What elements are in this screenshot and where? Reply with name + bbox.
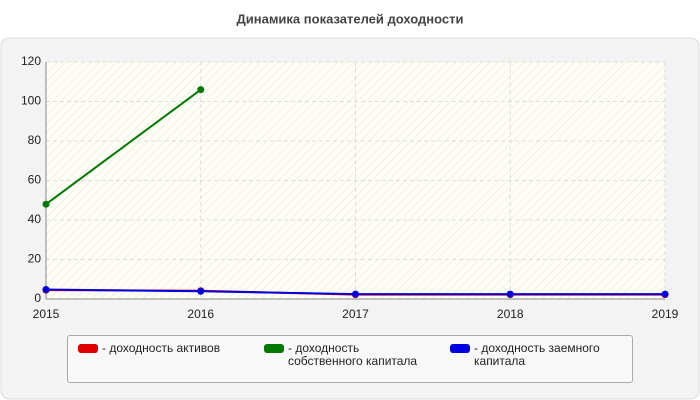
legend-label: - доходность собственного капитала	[288, 341, 418, 368]
legend-item: - доходность собственного капитала	[264, 342, 436, 376]
y-tick-label: 80	[28, 133, 42, 147]
x-tick-label: 2018	[497, 307, 524, 321]
point	[197, 287, 205, 295]
x-tick-label: 2016	[187, 307, 214, 321]
y-tick-label: 60	[28, 173, 42, 187]
point	[42, 200, 50, 208]
legend-label: - доходность активов	[102, 341, 221, 355]
y-tick-label: 100	[21, 94, 41, 108]
y-tick-label: 0	[34, 291, 41, 305]
point	[42, 286, 50, 294]
point	[197, 86, 205, 94]
y-tick-label: 20	[28, 252, 42, 266]
legend: - доходность активов - доходность собстве…	[67, 335, 633, 383]
legend-item: - доходность заемного капитала	[450, 342, 622, 376]
y-tick-label: 120	[21, 54, 41, 68]
series-line	[45, 88, 202, 206]
x-tick-label: 2017	[342, 307, 369, 321]
legend-label: - доходность заемного капитала	[474, 341, 600, 368]
legend-swatch	[78, 344, 98, 353]
point	[506, 290, 514, 298]
x-tick-label: 2019	[652, 307, 679, 321]
y-tick-label: 40	[28, 212, 42, 226]
legend-swatch	[450, 344, 470, 353]
legend-item: - доходность активов	[78, 342, 250, 376]
point	[661, 290, 669, 298]
x-tick-label: 2015	[33, 307, 60, 321]
chart-title: Динамика показателей доходности	[236, 11, 463, 26]
plot: 0 20 40 60 80 100 120 2015 2016 2017 2018 2019	[21, 54, 679, 321]
legend-swatch	[264, 344, 284, 353]
point	[352, 290, 359, 298]
